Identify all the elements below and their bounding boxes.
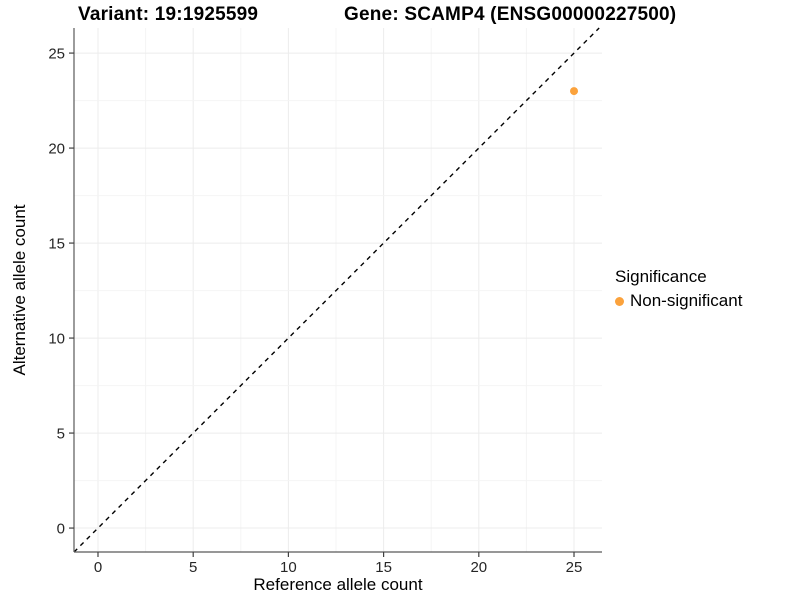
identity-dashed-line: [73, 27, 600, 553]
y-tick-label: 15: [48, 235, 65, 252]
y-tick-label: 5: [57, 425, 65, 442]
y-tick-label: 25: [48, 45, 65, 62]
y-axis-title: Alternative allele count: [10, 204, 29, 376]
x-tick-label: 15: [375, 559, 392, 576]
x-tick-label: 10: [280, 559, 297, 576]
x-axis-title: Reference allele count: [253, 575, 423, 594]
x-tick-label: 0: [94, 559, 102, 576]
y-tick-label: 10: [48, 330, 65, 347]
x-tick-label: 25: [566, 559, 583, 576]
orange-dot-icon: [615, 296, 624, 306]
data-point: [570, 87, 579, 96]
y-tick-label: 20: [48, 140, 65, 157]
legend-item-label: Non-significant: [630, 291, 743, 310]
legend-item-non-significant: Non-significant: [615, 291, 742, 311]
legend-title: Significance: [615, 267, 707, 286]
gene-title: Gene: SCAMP4 (ENSG00000227500): [344, 4, 677, 25]
y-tick-label: 0: [57, 520, 65, 537]
x-tick-label: 5: [189, 559, 197, 576]
variant-title: Variant: 19:1925599: [78, 4, 259, 25]
legend: Significance Non-significant: [615, 267, 742, 311]
x-tick-label: 20: [470, 559, 487, 576]
